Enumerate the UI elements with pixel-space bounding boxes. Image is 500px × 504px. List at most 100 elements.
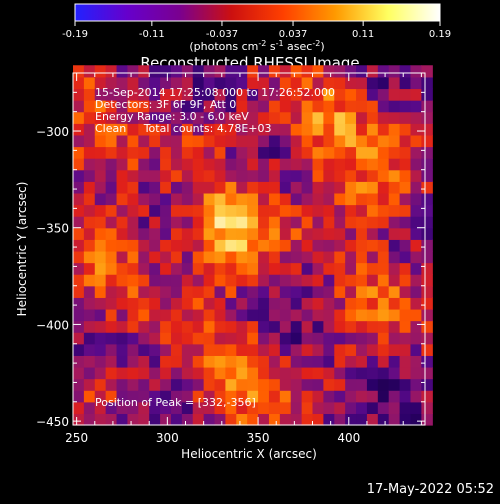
heatmap-cell	[334, 343, 346, 356]
heatmap-cell	[214, 250, 227, 264]
heatmap-cell	[356, 262, 368, 275]
heatmap-cell	[312, 76, 324, 90]
heatmap-cell	[83, 308, 96, 322]
heatmap-cell	[388, 146, 401, 159]
heatmap-cell	[181, 204, 194, 217]
heatmap-cell	[236, 111, 248, 124]
heatmap-cell	[356, 250, 368, 264]
heatmap-cell	[312, 158, 324, 171]
heatmap-cell	[138, 100, 150, 113]
heatmap-cell	[225, 262, 237, 275]
heatmap-cell	[268, 65, 281, 78]
heatmap-cell	[290, 88, 303, 101]
heatmap-cell	[105, 262, 118, 275]
heatmap-cell	[203, 192, 216, 206]
heatmap-cell	[334, 158, 346, 171]
heatmap-cell	[323, 88, 335, 101]
heatmap-cell	[160, 111, 172, 124]
heatmap-cell	[421, 297, 433, 310]
heatmap-image	[73, 65, 433, 426]
heatmap-cell	[268, 100, 281, 113]
heatmap-cell	[399, 332, 412, 345]
heatmap-cell	[399, 239, 412, 252]
observation-time: 15-Sep-2014 17:25:08.000 to 17:26:52.000	[95, 86, 335, 99]
heatmap-cell	[268, 216, 281, 229]
heatmap-cell	[247, 343, 259, 356]
heatmap-cell	[170, 227, 183, 240]
heatmap-cell	[105, 355, 118, 368]
heatmap-cell	[323, 204, 335, 217]
heatmap-cell	[116, 297, 129, 310]
x-tick-label: 400	[337, 431, 360, 445]
heatmap-cell	[83, 204, 96, 217]
heatmap-cell	[258, 366, 270, 380]
heatmap-cell	[214, 111, 227, 124]
heatmap-cell	[214, 123, 227, 136]
heatmap-cell	[170, 401, 183, 414]
heatmap-cell	[192, 181, 205, 194]
heatmap-cell	[138, 308, 150, 322]
heatmap-cell	[268, 378, 281, 391]
heatmap-cell	[160, 100, 172, 113]
heatmap-cell	[301, 169, 314, 182]
heatmap-cell	[160, 158, 172, 171]
heatmap-cell	[192, 169, 205, 182]
heatmap-cell	[290, 239, 303, 252]
heatmap-cell	[410, 88, 422, 101]
heatmap-cell	[366, 413, 379, 426]
heatmap-cell	[268, 227, 281, 240]
heatmap-cell	[421, 123, 433, 136]
heatmap-cell	[334, 111, 346, 124]
heatmap-cell	[127, 250, 139, 264]
heatmap-cell	[160, 76, 172, 90]
heatmap-cell	[377, 355, 390, 368]
heatmap-cell	[301, 285, 314, 298]
heatmap-cell	[312, 134, 324, 148]
heatmap-cell	[377, 181, 390, 194]
heatmap-cell	[268, 123, 281, 136]
heatmap-cell	[181, 181, 194, 194]
heatmap-cell	[279, 123, 292, 136]
heatmap-cell	[105, 216, 118, 229]
heatmap-cell	[366, 274, 379, 287]
heatmap-cell	[279, 308, 292, 322]
heatmap-cell	[334, 88, 346, 101]
heatmap-cell	[203, 355, 216, 368]
heatmap-cell	[127, 169, 139, 182]
heatmap-cell	[127, 262, 139, 275]
heatmap-cell	[410, 158, 422, 171]
heatmap-cell	[214, 390, 227, 403]
heatmap-cell	[356, 413, 368, 426]
heatmap-cell	[345, 100, 357, 113]
heatmap-cell	[258, 204, 270, 217]
heatmap-cell	[160, 250, 172, 264]
heatmap-cell	[236, 65, 248, 78]
heatmap-cell	[421, 158, 433, 171]
heatmap-cell	[290, 100, 303, 113]
heatmap-cell	[73, 285, 85, 298]
heatmap-cell	[83, 320, 96, 333]
heatmap-cell	[192, 111, 205, 124]
heatmap-cell	[258, 250, 270, 264]
heatmap-cell	[366, 355, 379, 368]
heatmap-cell	[345, 390, 357, 403]
heatmap-cell	[225, 401, 237, 414]
heatmap-cell	[116, 216, 129, 229]
heatmap-cell	[149, 204, 161, 217]
heatmap-cell	[170, 169, 183, 182]
heatmap-cell	[236, 297, 248, 310]
heatmap-cell	[268, 111, 281, 124]
heatmap-cell	[268, 134, 281, 148]
heatmap-cell	[116, 181, 129, 194]
heatmap-cell	[83, 250, 96, 264]
heatmap-cell	[160, 227, 172, 240]
heatmap-cell	[279, 227, 292, 240]
heatmap-cell	[149, 378, 161, 391]
heatmap-cell	[247, 413, 259, 426]
heatmap-cell	[203, 123, 216, 136]
heatmap-cell	[268, 88, 281, 101]
heatmap-cell	[138, 88, 150, 101]
heatmap-cell	[323, 355, 335, 368]
heatmap-cell	[116, 123, 129, 136]
heatmap-cell	[105, 65, 118, 78]
